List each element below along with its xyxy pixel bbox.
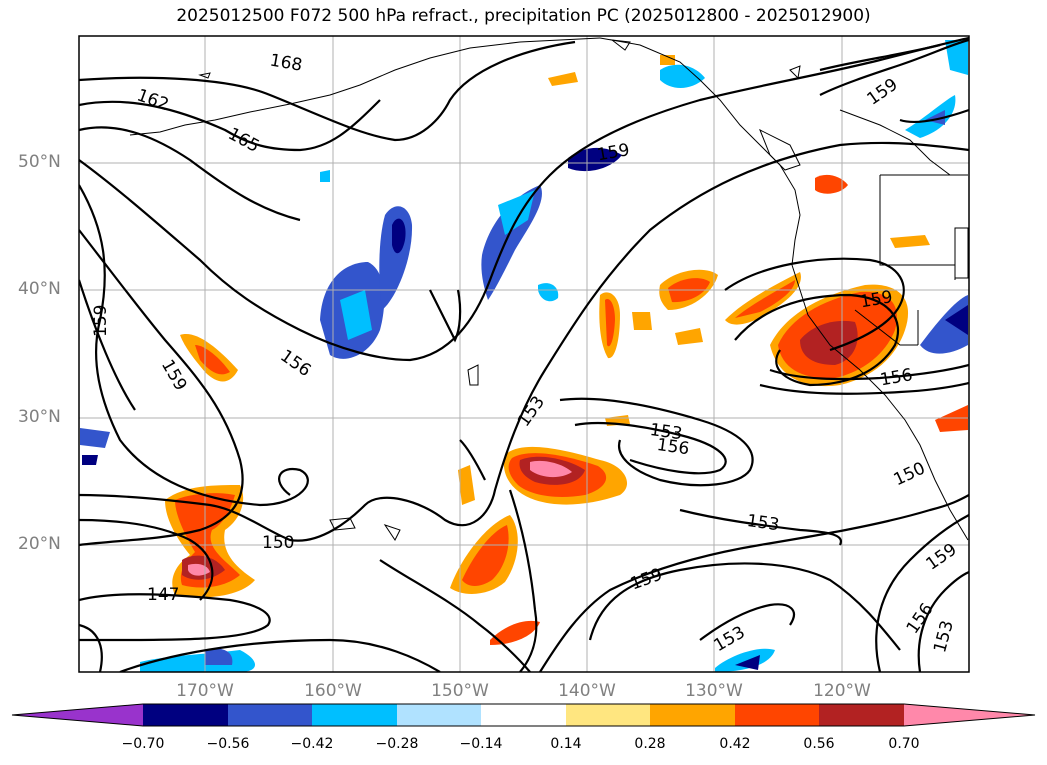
contour-label: 153 xyxy=(514,393,549,431)
map-title: 2025012500 F072 500 hPa refract., precip… xyxy=(176,6,871,26)
colorbar-bin xyxy=(481,704,566,726)
colorbar-bin xyxy=(819,704,904,726)
lat-label: 50°N xyxy=(18,152,61,172)
colorbar-bin xyxy=(143,704,228,726)
colorbar-bin xyxy=(228,704,312,726)
colorbar-tick: −0.28 xyxy=(375,736,419,752)
colorbar-bin xyxy=(735,704,819,726)
lat-label: 30°N xyxy=(18,407,61,427)
contour-label: 165 xyxy=(225,124,263,157)
colorbar-bin xyxy=(650,704,735,726)
contour-label: 159 xyxy=(596,140,631,165)
colorbar-bin xyxy=(312,704,397,726)
contour-label: 156 xyxy=(276,346,314,381)
lon-label: 160°W xyxy=(304,681,362,701)
refractivity-contours xyxy=(79,36,969,672)
contour-label: 156 xyxy=(879,365,914,390)
contour-label: 153 xyxy=(746,511,781,535)
contour-label: 156 xyxy=(656,435,691,459)
colorbar-tick: −0.42 xyxy=(290,736,334,752)
contour-label: 168 xyxy=(268,51,303,76)
contour-label: 153 xyxy=(649,420,684,444)
colorbar-extend-high xyxy=(904,704,1035,726)
colorbar-tick: 0.14 xyxy=(550,736,582,752)
colorbar-bin xyxy=(397,704,481,726)
colorbar-tick: 0.42 xyxy=(719,736,751,752)
contour-label: 150 xyxy=(262,533,294,553)
lon-label: 150°W xyxy=(431,681,489,701)
colorbar-bin xyxy=(566,704,650,726)
graticule xyxy=(79,36,969,672)
lon-label: 170°W xyxy=(176,681,234,701)
contour-label: 159 xyxy=(864,75,902,110)
precip-negative-areas xyxy=(80,40,968,672)
contour-label: 159 xyxy=(628,565,665,595)
colorbar-extend-low xyxy=(12,704,143,726)
lat-label: 20°N xyxy=(18,534,61,554)
contour-label: 147 xyxy=(147,585,179,605)
lon-label: 140°W xyxy=(558,681,616,701)
colorbar-tick: 0.28 xyxy=(634,736,666,752)
lon-label: 130°W xyxy=(685,681,743,701)
contour-label: 159 xyxy=(157,356,191,394)
contour-label: 162 xyxy=(134,85,171,115)
contour-label: 150 xyxy=(891,458,929,490)
colorbar-tick: −0.14 xyxy=(459,736,503,752)
coastlines xyxy=(129,37,969,541)
lon-label: 120°W xyxy=(813,681,871,701)
contour-label: 153 xyxy=(930,618,958,655)
colorbar xyxy=(11,703,1036,727)
map-frame xyxy=(78,35,970,673)
colorbar-tick: −0.70 xyxy=(121,736,165,752)
colorbar-tick: −0.56 xyxy=(206,736,250,752)
contour-label: 159 xyxy=(91,305,111,337)
lat-label: 40°N xyxy=(18,279,61,299)
colorbar-tick: 0.70 xyxy=(888,736,920,752)
colorbar-outline xyxy=(11,703,1036,727)
colorbar-tick: 0.56 xyxy=(803,736,835,752)
